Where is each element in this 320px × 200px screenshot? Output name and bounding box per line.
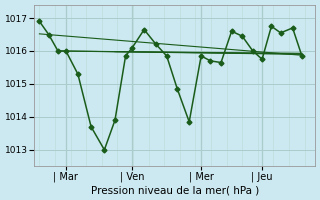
X-axis label: Pression niveau de la mer( hPa ): Pression niveau de la mer( hPa ) bbox=[91, 185, 259, 195]
